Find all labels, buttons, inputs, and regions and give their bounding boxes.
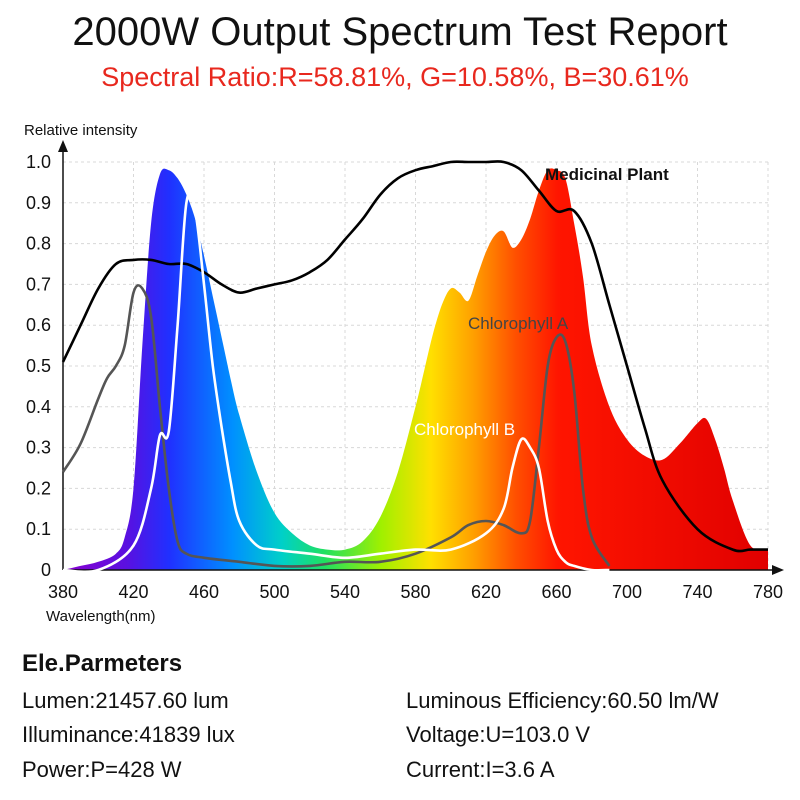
lumen-value: Lumen:21457.60 lum [22,688,229,713]
annotation-medicinal-plant: Medicinal Plant [545,165,669,184]
y-tick-label: 0.2 [26,478,51,498]
y-axis-label: Relative intensity [24,122,138,139]
series-line-chlorophyll-b [62,192,610,574]
y-tick-label: 0.7 [26,274,51,294]
y-tick-label: 0.9 [26,193,51,213]
y-tick-label: 0.4 [26,397,51,417]
y-tick-label: 0 [41,560,51,580]
x-tick-label: 780 [753,582,783,602]
spectrum-fill-layer [63,168,768,570]
luminous-efficiency-value: Luminous Efficiency:60.50 lm/W [406,688,719,713]
x-axis-label: Wavelength(nm) [46,608,155,625]
power-value: Power:P=428 W [22,757,182,782]
current-value: Current:I=3.6 A [406,757,555,782]
spectrum-chart: 380 420 460 500 540 580 620 660 700 740 780 0 0.1 0.2… [24,122,784,625]
x-tick-label: 580 [400,582,430,602]
report-title: 2000W Output Spectrum Test Report [72,10,728,54]
tick-labels: 380 420 460 500 540 580 620 660 700 740 780 0 0.1 0.2… [26,152,783,602]
spectrum-area [63,168,768,570]
y-tick-label: 0.1 [26,519,51,539]
x-tick-label: 420 [118,582,148,602]
series-line-medicinal-plant [61,160,768,553]
x-tick-label: 540 [330,582,360,602]
x-tick-label: 620 [471,582,501,602]
x-tick-label: 460 [189,582,219,602]
x-tick-label: 700 [612,582,642,602]
series-line-chlorophyll-a [61,284,611,568]
x-tick-label: 380 [48,582,78,602]
annotation-chlorophyll-a: Chlorophyll A [468,314,569,333]
annotation-chlorophyll-b: Chlorophyll B [414,420,515,439]
y-axis-arrow [58,140,68,152]
curve-lines-layer [61,160,768,574]
y-tick-label: 0.5 [26,356,51,376]
y-tick-label: 1.0 [26,152,51,172]
x-axis-arrow [772,565,784,575]
y-tick-label: 0.6 [26,315,51,335]
voltage-value: Voltage:U=103.0 V [406,722,591,747]
y-tick-label: 0.3 [26,438,51,458]
x-tick-label: 660 [541,582,571,602]
spectral-ratio: Spectral Ratio:R=58.81%, G=10.58%, B=30.… [101,62,689,92]
x-tick-label: 500 [259,582,289,602]
x-tick-label: 740 [682,582,712,602]
illuminance-value: Illuminance:41839 lux [22,722,235,747]
y-tick-label: 0.8 [26,234,51,254]
parameters-heading: Ele.Parmeters [22,650,183,677]
